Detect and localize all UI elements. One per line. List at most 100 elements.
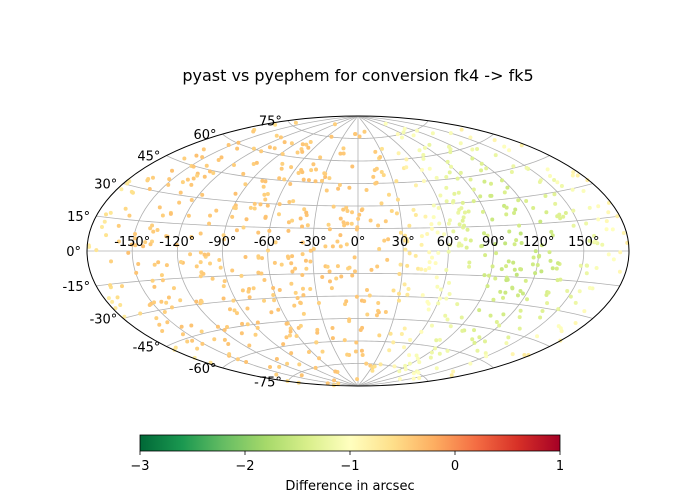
scatter-point (189, 198, 194, 203)
scatter-point (116, 239, 121, 244)
scatter-point (180, 332, 185, 337)
scatter-point (127, 179, 132, 184)
scatter-point (437, 351, 442, 356)
scatter-point (403, 367, 408, 372)
scatter-point (325, 381, 330, 386)
scatter-point (286, 228, 291, 233)
scatter-point (232, 308, 237, 313)
scatter-point (504, 341, 509, 346)
scatter-point (202, 174, 207, 179)
scatter-point (592, 233, 597, 238)
scatter-point (507, 229, 512, 234)
scatter-point (459, 206, 464, 211)
scatter-point (482, 179, 487, 184)
scatter-point (416, 266, 421, 271)
latitude-tick-label: -60° (189, 362, 217, 377)
scatter-point (587, 238, 592, 243)
scatter-point (304, 266, 309, 271)
colorbar-tick-label: −2 (235, 459, 254, 474)
scatter-point (557, 212, 562, 217)
graticule-grid (87, 115, 629, 387)
scatter-point (391, 288, 396, 293)
scatter-point (179, 324, 184, 329)
latitude-tick-label: -30° (90, 313, 118, 328)
scatter-point (294, 334, 299, 339)
scatter-point (570, 173, 575, 178)
scatter-point (396, 151, 401, 156)
scatter-point (403, 247, 408, 252)
scatter-point (470, 337, 475, 342)
scatter-point (606, 252, 611, 257)
scatter-point (159, 299, 164, 304)
scatter-point (231, 162, 236, 167)
scatter-point (449, 373, 454, 378)
scatter-point (315, 327, 320, 332)
scatter-point (243, 182, 248, 187)
scatter-point (347, 317, 352, 322)
scatter-point (427, 250, 432, 255)
longitude-gridline (357, 115, 540, 387)
scatter-point (514, 272, 519, 277)
scatter-point (407, 251, 412, 256)
scatter-point (483, 351, 488, 356)
scatter-point (198, 260, 203, 265)
scatter-point (447, 291, 452, 296)
scatter-point (254, 160, 259, 165)
scatter-point (386, 237, 391, 242)
latitude-tick-label: 45° (137, 150, 160, 165)
scatter-point (355, 377, 360, 382)
latitude-tick-label: 75° (259, 115, 282, 130)
scatter-point (221, 284, 226, 289)
scatter-point (531, 205, 536, 210)
scatter-point (162, 309, 167, 314)
scatter-point (336, 186, 341, 191)
scatter-point (416, 370, 421, 375)
scatter-point (502, 144, 507, 149)
scatter-point (227, 307, 232, 312)
scatter-point (164, 300, 169, 305)
scatter-point (325, 264, 330, 269)
scatter-point (244, 360, 249, 365)
scatter-point (277, 364, 282, 369)
scatter-point (190, 338, 195, 343)
scatter-point (338, 216, 343, 221)
colorbar: −3 −2 −1 0 1 Difference in arcsec (130, 434, 564, 494)
scatter-point (448, 324, 453, 329)
scatter-point (335, 239, 340, 244)
scatter-point (401, 130, 406, 135)
scatter-point (570, 187, 575, 192)
scatter-point (371, 174, 376, 179)
scatter-point (423, 267, 428, 272)
scatter-point (150, 278, 155, 283)
longitude-tick-labels: -150° -120° -90° -60° -30° 0° 30° 60° 90° 120° 150… (114, 235, 599, 250)
longitude-gridline (312, 115, 359, 387)
scatter-point (222, 237, 227, 242)
scatter-point (480, 209, 485, 214)
scatter-point (129, 189, 134, 194)
scatter-point (468, 177, 473, 182)
colorbar-label: Difference in arcsec (285, 479, 414, 494)
scatter-point (278, 135, 283, 140)
scatter-point (524, 198, 529, 203)
scatter-point (207, 169, 212, 174)
scatter-point (431, 203, 436, 208)
scatter-point (87, 244, 92, 249)
scatter-point (263, 179, 268, 184)
scatter-point (490, 217, 495, 222)
scatter-point (421, 156, 426, 161)
scatter-point (108, 210, 113, 215)
scatter-point (152, 284, 157, 289)
scatter-point (407, 361, 412, 366)
scatter-point (555, 261, 560, 266)
scatter-point (479, 161, 484, 166)
scatter-point (443, 313, 448, 318)
scatter-point (122, 314, 127, 319)
scatter-point (389, 209, 394, 214)
scatter-point (334, 276, 339, 281)
scatter-point (518, 308, 523, 313)
scatter-point (259, 149, 264, 154)
scatter-point (289, 281, 294, 286)
scatter-point (185, 339, 190, 344)
scatter-point (323, 244, 328, 249)
scatter-point (444, 296, 449, 301)
